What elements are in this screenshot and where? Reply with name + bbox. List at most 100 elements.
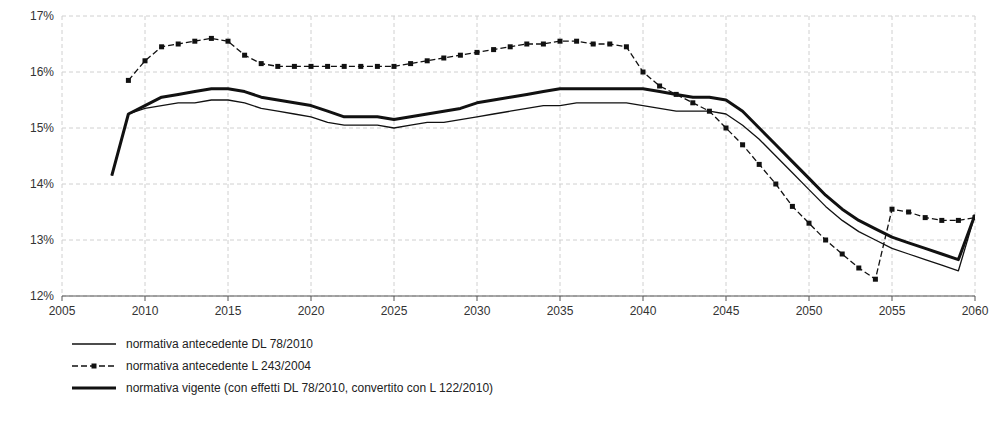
y-tick-label: 17% <box>30 9 54 23</box>
x-tick-mark <box>145 296 146 301</box>
legend: normativa antecedente DL 78/2010 normativ… <box>72 337 493 395</box>
series-marker <box>724 126 729 131</box>
legend-label: normativa antecedente DL 78/2010 <box>126 337 313 351</box>
x-tick-label: 2025 <box>381 304 408 318</box>
y-grid-line <box>62 16 975 17</box>
plot-area <box>112 36 975 282</box>
x-grid-line <box>394 16 395 296</box>
series-marker <box>690 100 695 105</box>
series-marker <box>956 218 961 223</box>
series-marker <box>491 47 496 52</box>
x-tick-label: 2010 <box>132 304 159 318</box>
series-marker <box>740 142 745 147</box>
series-marker <box>757 162 762 167</box>
chart: 12%13%14%15%16%17%2005201020152020202520… <box>0 0 1002 447</box>
series-marker <box>657 84 662 89</box>
series-marker <box>823 238 828 243</box>
series-marker <box>259 61 264 66</box>
x-grid-line <box>477 16 478 296</box>
series-marker <box>475 50 480 55</box>
series-line <box>112 89 975 260</box>
series-marker <box>209 36 214 41</box>
x-tick-label: 2055 <box>879 304 906 318</box>
legend-swatch <box>72 343 116 344</box>
y-grid-line <box>62 184 975 185</box>
series-marker <box>176 42 181 47</box>
x-tick-mark <box>560 296 561 301</box>
y-tick-label: 13% <box>30 233 54 247</box>
series-marker <box>939 218 944 223</box>
series-marker <box>342 64 347 69</box>
x-tick-label: 2045 <box>713 304 740 318</box>
x-tick-label: 2035 <box>547 304 574 318</box>
series-marker <box>126 78 131 83</box>
series-marker <box>325 64 330 69</box>
x-tick-label: 2020 <box>298 304 325 318</box>
series-marker <box>508 44 513 49</box>
y-grid-line <box>62 240 975 241</box>
series-marker <box>807 221 812 226</box>
series-marker <box>624 44 629 49</box>
y-grid-line <box>62 128 975 129</box>
series-marker <box>773 182 778 187</box>
series-marker <box>242 53 247 58</box>
x-grid-line <box>726 16 727 296</box>
series-marker <box>358 64 363 69</box>
x-axis-line <box>62 296 975 297</box>
series-marker <box>906 210 911 215</box>
series-marker <box>226 39 231 44</box>
x-tick-mark <box>394 296 395 301</box>
y-grid-line <box>62 72 975 73</box>
series-marker <box>607 42 612 47</box>
series-marker <box>392 64 397 69</box>
x-tick-label: 2015 <box>215 304 242 318</box>
series-marker <box>890 207 895 212</box>
series-marker <box>408 61 413 66</box>
x-grid-line <box>145 16 146 296</box>
series-marker <box>873 277 878 282</box>
x-tick-label: 2030 <box>464 304 491 318</box>
series-line <box>128 38 975 279</box>
y-tick-label: 12% <box>30 289 54 303</box>
series-marker <box>541 42 546 47</box>
x-grid-line <box>560 16 561 296</box>
series-marker <box>923 215 928 220</box>
y-grid-line <box>62 296 975 297</box>
series-marker <box>591 42 596 47</box>
x-tick-mark <box>975 296 976 301</box>
series-marker <box>558 39 563 44</box>
legend-label: normativa antecedente L 243/2004 <box>126 359 311 373</box>
x-tick-mark <box>311 296 312 301</box>
series-marker <box>840 252 845 257</box>
series-marker <box>441 56 446 61</box>
series-marker <box>192 39 197 44</box>
legend-marker <box>92 364 97 369</box>
x-grid-line <box>311 16 312 296</box>
y-tick-label: 15% <box>30 121 54 135</box>
series-marker <box>524 42 529 47</box>
series-marker <box>159 44 164 49</box>
x-tick-mark <box>809 296 810 301</box>
legend-label: normativa vigente (con effetti DL 78/201… <box>126 381 493 395</box>
series-marker <box>641 70 646 75</box>
x-grid-line <box>809 16 810 296</box>
grid <box>62 16 975 296</box>
series-marker <box>707 109 712 114</box>
x-grid-line <box>643 16 644 296</box>
series-marker <box>425 58 430 63</box>
x-grid-line <box>892 16 893 296</box>
series-marker <box>790 204 795 209</box>
x-tick-mark <box>643 296 644 301</box>
series-line <box>112 100 975 271</box>
series-marker <box>309 64 314 69</box>
y-tick-label: 14% <box>30 177 54 191</box>
series-marker <box>275 64 280 69</box>
x-tick-label: 2060 <box>962 304 989 318</box>
series-marker <box>143 58 148 63</box>
series-marker <box>856 266 861 271</box>
x-tick-mark <box>892 296 893 301</box>
x-tick-mark <box>477 296 478 301</box>
x-grid-line <box>975 16 976 296</box>
series-marker <box>375 64 380 69</box>
x-grid-line <box>62 16 63 296</box>
